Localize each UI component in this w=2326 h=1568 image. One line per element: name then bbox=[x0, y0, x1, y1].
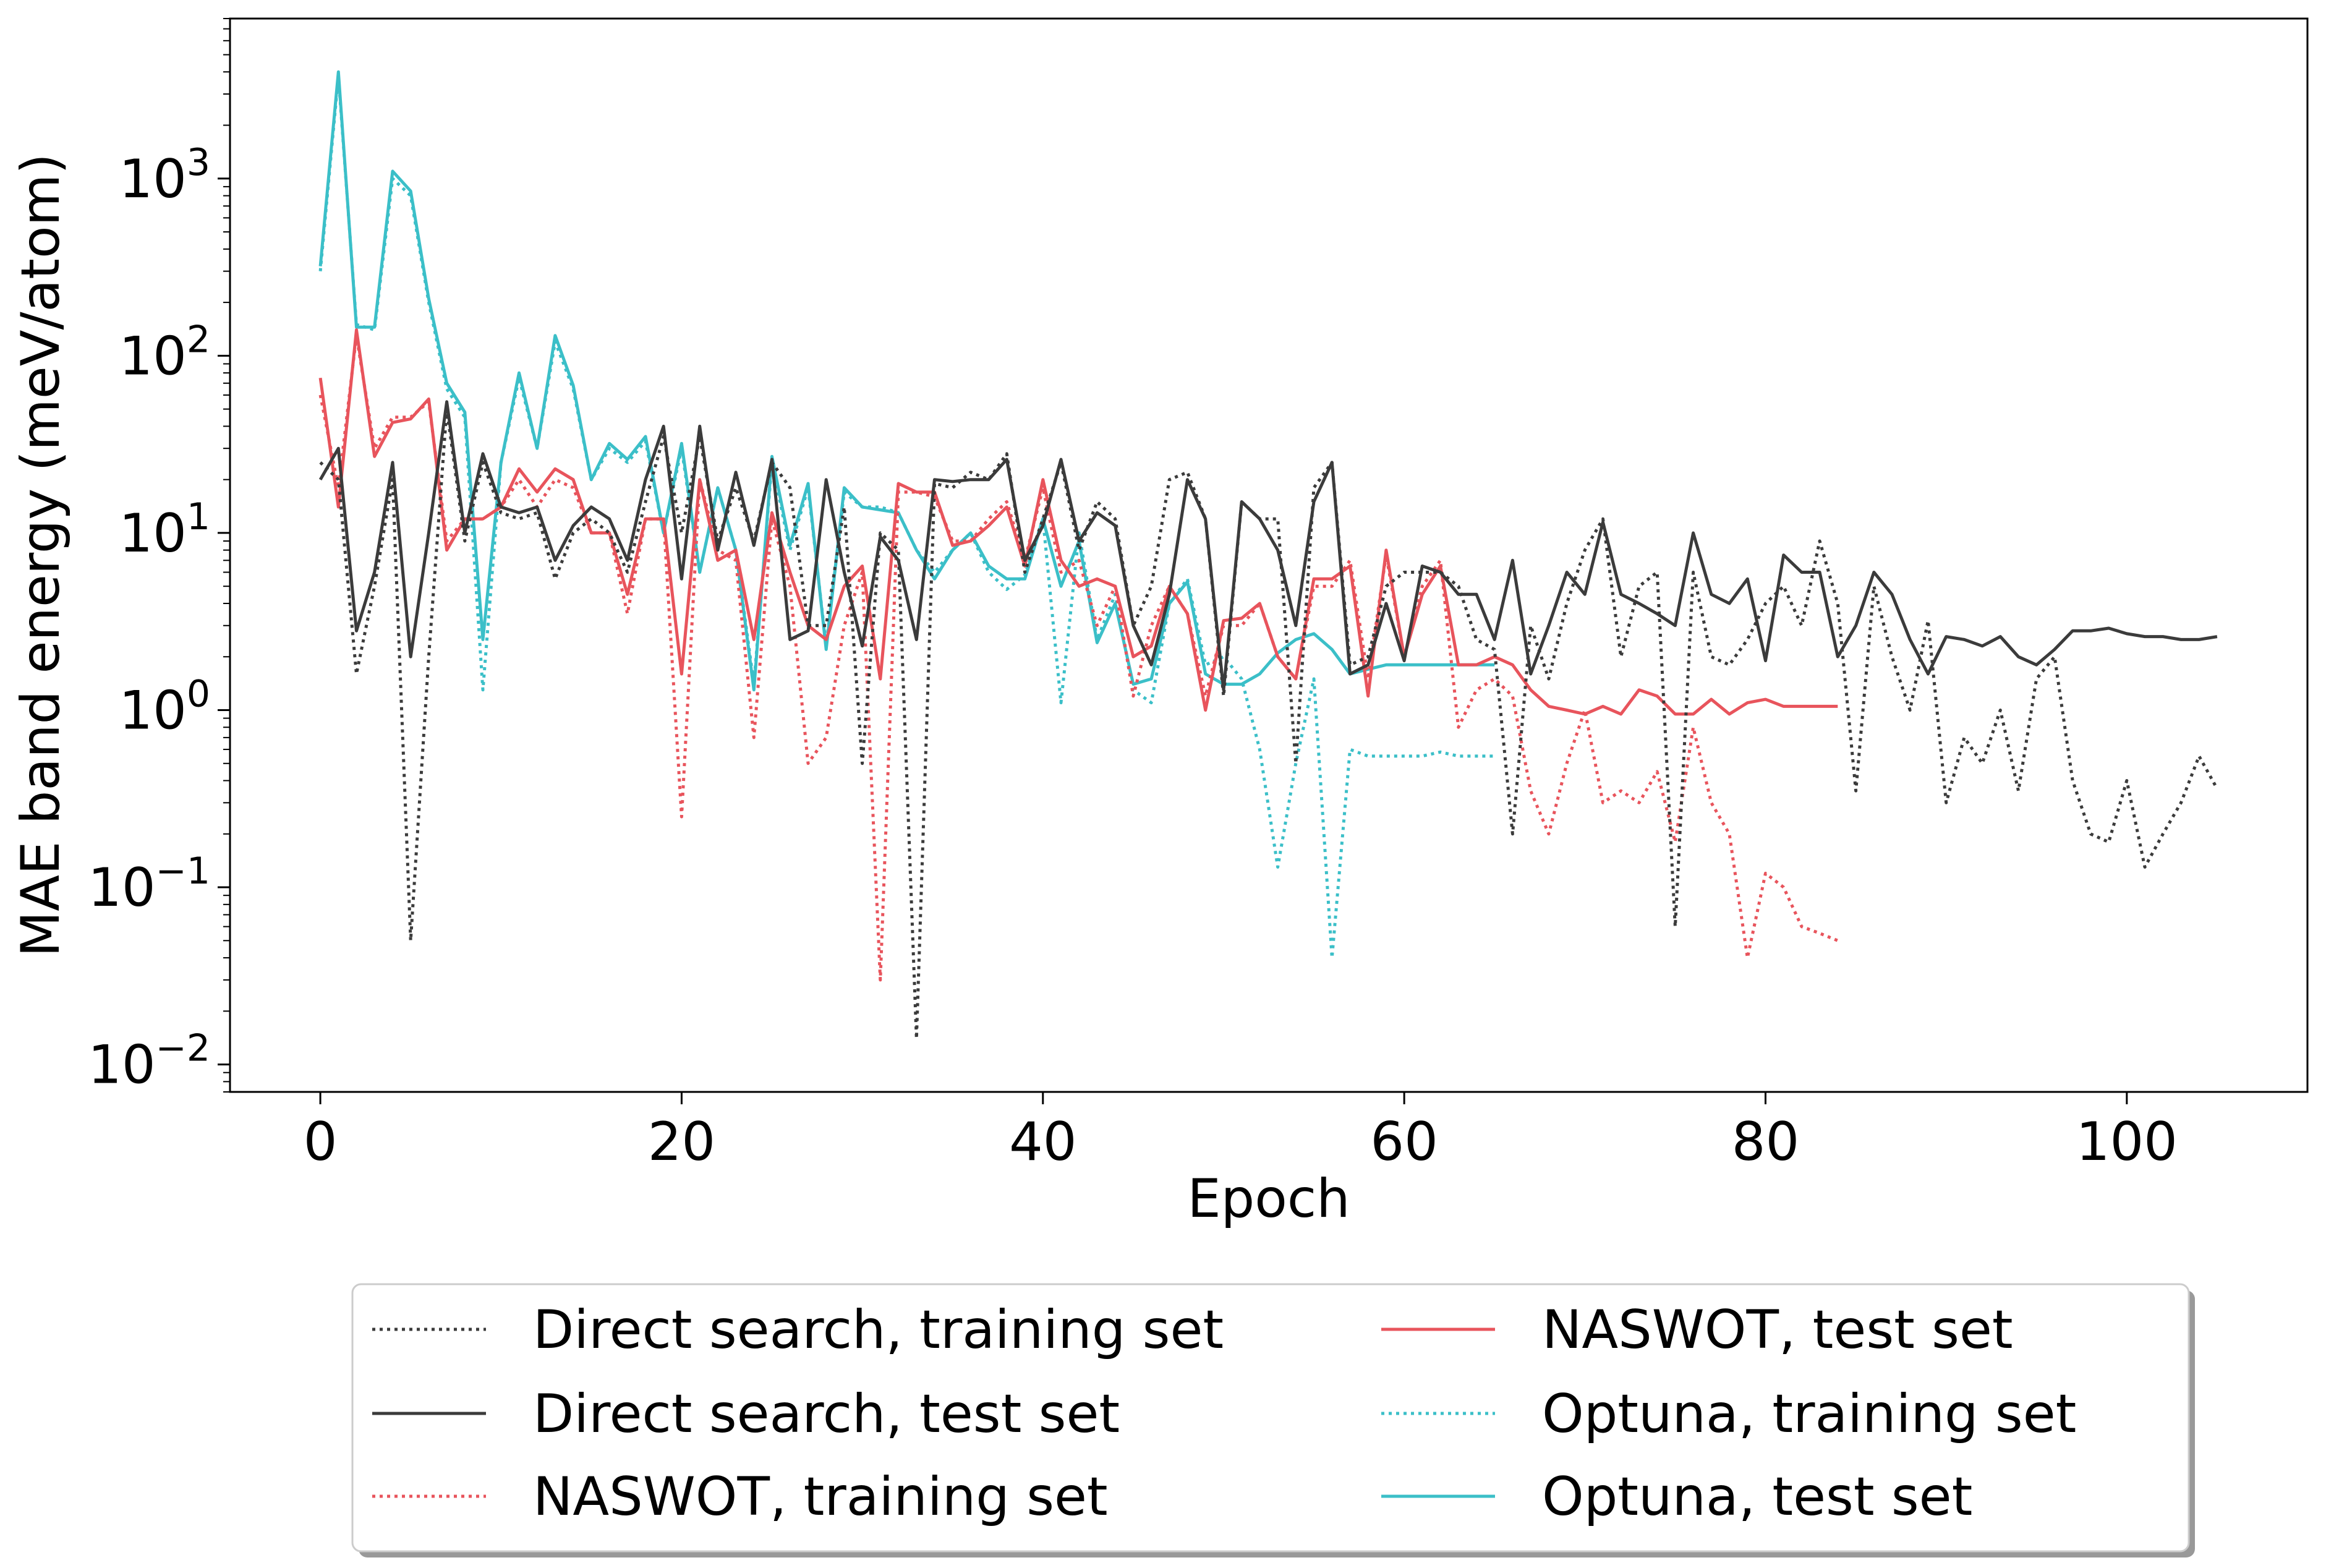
y-tick-label: 100 bbox=[119, 672, 210, 741]
y-tick-label: 103 bbox=[119, 141, 210, 210]
legend-label: Direct search, training set bbox=[533, 1299, 1224, 1361]
series-line bbox=[318, 328, 1838, 716]
legend-label: Direct search, test set bbox=[533, 1383, 1120, 1445]
x-tick-label: 60 bbox=[1370, 1111, 1438, 1173]
y-tick-label: 10−2 bbox=[88, 1027, 210, 1096]
legend-label: Optuna, training set bbox=[1542, 1383, 2076, 1445]
y-axis-label: MAE band energy (meV/atom) bbox=[10, 153, 72, 957]
x-tick-label: 0 bbox=[304, 1111, 338, 1173]
x-tick-label: 80 bbox=[1732, 1111, 1799, 1173]
legend-entries: Direct search, training set Direct search… bbox=[372, 1299, 2076, 1528]
legend-entry: NASWOT, training set bbox=[372, 1466, 1108, 1528]
legend-label: Optuna, test set bbox=[1542, 1466, 1972, 1528]
legend-entry: Optuna, test set bbox=[1381, 1466, 1972, 1528]
y-tick-label: 102 bbox=[119, 318, 210, 387]
series-line bbox=[318, 70, 1495, 692]
legend-entry: Direct search, training set bbox=[372, 1299, 1224, 1361]
series-line bbox=[318, 334, 1839, 982]
x-tick-label: 100 bbox=[2076, 1111, 2178, 1173]
x-axis-label: Epoch bbox=[1187, 1168, 1350, 1230]
legend-box bbox=[351, 1283, 2190, 1553]
y-tick-label: 101 bbox=[119, 495, 210, 565]
legend-label: NASWOT, test set bbox=[1542, 1299, 2013, 1361]
legend-entry: NASWOT, test set bbox=[1381, 1299, 2013, 1361]
x-axis: 0 20 40 60 80 100 bbox=[304, 1092, 2178, 1173]
series-line bbox=[319, 407, 2219, 1041]
plot-lines bbox=[318, 70, 2219, 1041]
plot-area-frame bbox=[229, 17, 2309, 1093]
x-tick-label: 20 bbox=[648, 1111, 715, 1173]
legend: Direct search, training set Direct search… bbox=[351, 1283, 2195, 1557]
x-tick-label: 40 bbox=[1009, 1111, 1076, 1173]
legend-entry: Direct search, test set bbox=[372, 1383, 1120, 1445]
series-line bbox=[318, 400, 2218, 692]
y-tick-label: 10−1 bbox=[88, 850, 210, 919]
y-axis: 10−2 10−1 100 101 102 103 bbox=[88, 18, 230, 1096]
legend-label: NASWOT, training set bbox=[533, 1466, 1108, 1528]
legend-entry: Optuna, training set bbox=[1381, 1383, 2076, 1445]
